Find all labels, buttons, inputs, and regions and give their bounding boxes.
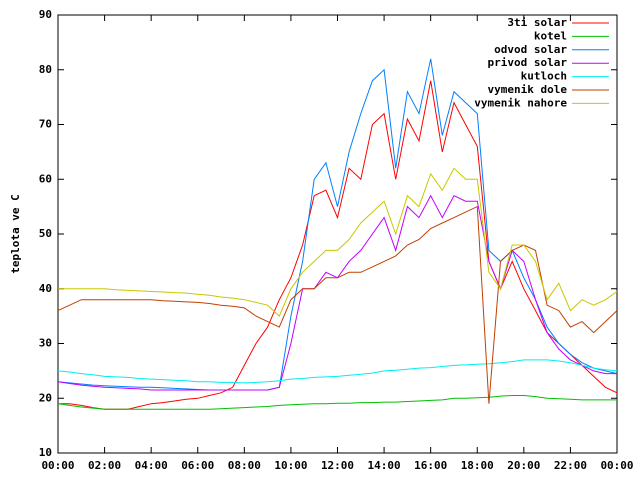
- y-tick-label: 80: [39, 63, 52, 76]
- x-tick-label: 22:00: [554, 459, 587, 472]
- x-tick-label: 20:00: [507, 459, 540, 472]
- x-tick-label: 16:00: [414, 459, 447, 472]
- x-tick-label: 06:00: [181, 459, 214, 472]
- y-tick-label: 10: [39, 446, 52, 459]
- x-tick-label: 00:00: [41, 459, 74, 472]
- legend-label: kotel: [534, 29, 567, 42]
- x-tick-label: 02:00: [88, 459, 121, 472]
- x-tick-label: 12:00: [321, 459, 354, 472]
- y-tick-label: 30: [39, 337, 52, 350]
- x-tick-label: 04:00: [135, 459, 168, 472]
- series-line: [57, 194, 617, 391]
- x-tick-label: 18:00: [461, 459, 494, 472]
- x-tick-label: 14:00: [368, 459, 401, 472]
- y-tick-label: 20: [39, 391, 52, 404]
- legend-label: kutloch: [521, 70, 567, 83]
- legend-label: vymenik nahore: [474, 96, 567, 109]
- legend-label: vymenik dole: [488, 83, 568, 96]
- series-line: [58, 167, 618, 317]
- series-line: [57, 359, 618, 384]
- x-tick-label: 08:00: [228, 459, 261, 472]
- legend-label: 3ti solar: [507, 16, 567, 29]
- x-tick-label: 10:00: [274, 459, 307, 472]
- series-line: [57, 58, 618, 391]
- y-axis-label: teplota ve C: [9, 194, 22, 273]
- x-tick-label: 00:00: [600, 459, 633, 472]
- y-tick-label: 40: [39, 282, 52, 295]
- legend-label: privod solar: [488, 56, 568, 69]
- legend-label: odvod solar: [494, 43, 567, 56]
- series-line: [58, 80, 618, 410]
- series-line: [57, 395, 617, 410]
- y-tick-label: 70: [39, 118, 52, 131]
- y-tick-label: 60: [39, 172, 52, 185]
- y-tick-label: 90: [39, 8, 52, 21]
- series-line: [57, 205, 618, 404]
- y-tick-label: 50: [39, 227, 52, 240]
